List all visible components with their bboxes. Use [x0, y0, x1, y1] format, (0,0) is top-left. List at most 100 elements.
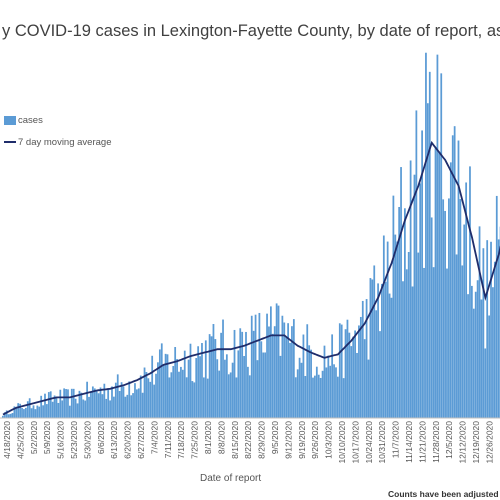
- case-bar: [497, 239, 500, 418]
- case-bar: [379, 331, 381, 418]
- case-bar: [388, 293, 391, 418]
- case-bar: [5, 410, 8, 418]
- x-tick-label: 5/23/2020: [69, 421, 79, 459]
- case-bar: [455, 254, 458, 418]
- case-bar: [61, 400, 64, 418]
- case-bar: [300, 362, 303, 418]
- case-bar: [377, 283, 379, 418]
- case-bar: [114, 382, 117, 418]
- case-bar: [139, 375, 142, 418]
- case-bar: [425, 52, 427, 418]
- case-bar: [227, 374, 230, 418]
- case-bar: [358, 325, 360, 418]
- case-bar: [289, 342, 291, 418]
- case-bar: [421, 130, 423, 418]
- case-bar: [283, 322, 286, 418]
- case-bar: [321, 370, 324, 418]
- case-bar: [120, 382, 123, 418]
- x-tick-label: 1/2/2021: [498, 421, 500, 454]
- case-bar: [224, 359, 226, 418]
- case-bar: [63, 388, 66, 418]
- case-bar: [109, 400, 111, 418]
- x-tick-label: 5/2/2020: [29, 421, 39, 454]
- x-tick-label: 4/25/2020: [15, 421, 25, 459]
- case-bar: [130, 395, 133, 418]
- case-bar: [438, 151, 441, 418]
- case-bar: [88, 396, 90, 418]
- case-bar: [417, 252, 420, 418]
- case-bar: [122, 386, 125, 418]
- case-bar: [44, 393, 46, 418]
- case-bar: [361, 300, 364, 418]
- case-bar: [3, 412, 6, 418]
- case-bar: [203, 377, 205, 418]
- case-bar: [486, 240, 489, 418]
- case-bar: [166, 354, 169, 418]
- case-bar: [116, 374, 119, 418]
- case-bar: [57, 402, 60, 418]
- case-bar: [459, 199, 462, 418]
- case-bar: [208, 334, 211, 418]
- case-bar: [405, 269, 408, 418]
- x-tick-label: 9/12/2020: [283, 421, 293, 459]
- x-tick-label: 10/17/2020: [350, 421, 360, 464]
- case-bar: [390, 297, 393, 418]
- case-bar: [137, 388, 140, 418]
- case-bar: [398, 206, 401, 418]
- case-bar: [65, 389, 67, 418]
- case-bar: [268, 326, 270, 418]
- case-bar: [315, 366, 318, 418]
- case-bar: [359, 316, 362, 418]
- case-bar: [143, 367, 146, 418]
- x-tick-label: 12/5/2020: [444, 421, 454, 459]
- case-bar: [294, 377, 297, 418]
- case-bar: [484, 348, 487, 418]
- x-tick-label: 11/14/2020: [404, 421, 414, 463]
- case-bar: [292, 319, 295, 418]
- case-bar: [243, 356, 245, 418]
- case-bar: [367, 359, 370, 418]
- case-bar: [51, 401, 54, 418]
- case-bar: [84, 400, 87, 418]
- case-bar: [426, 103, 429, 418]
- case-bar: [386, 241, 389, 418]
- case-bar: [218, 370, 221, 418]
- case-bar: [247, 366, 249, 418]
- x-tick-label: 8/29/2020: [257, 421, 267, 459]
- case-bar: [157, 362, 159, 418]
- chart-title-text: y COVID-19 cases in Lexington-Fayette Co…: [2, 22, 500, 40]
- case-bar: [400, 167, 402, 418]
- x-tick-label: 8/22/2020: [243, 421, 253, 459]
- case-bar: [55, 397, 58, 418]
- case-bar: [480, 299, 483, 418]
- case-bar: [23, 409, 25, 418]
- case-bar: [409, 160, 412, 419]
- case-bar: [335, 367, 337, 418]
- x-tick-label: 5/16/2020: [56, 421, 66, 459]
- case-bar: [28, 398, 31, 418]
- case-bar: [428, 71, 431, 418]
- case-bar: [310, 349, 312, 418]
- case-bar: [59, 389, 62, 418]
- case-bar: [279, 355, 282, 418]
- case-bar: [329, 365, 332, 418]
- case-bar: [76, 403, 79, 418]
- x-tick-label: 10/24/2020: [364, 421, 374, 464]
- case-bar: [338, 323, 341, 418]
- x-tick-label: 8/15/2020: [230, 421, 240, 459]
- case-bar: [91, 386, 94, 418]
- case-bar: [384, 281, 387, 418]
- case-bar: [67, 389, 69, 418]
- case-bar: [168, 377, 171, 418]
- x-tick-label: 6/13/2020: [109, 421, 119, 459]
- case-bar: [285, 336, 288, 418]
- case-bar: [107, 388, 110, 418]
- case-bar: [113, 396, 115, 418]
- case-bar: [281, 315, 284, 418]
- case-bar: [465, 182, 468, 418]
- case-bar: [354, 330, 356, 418]
- case-bar: [469, 166, 471, 418]
- case-bar: [13, 406, 16, 418]
- case-bar: [174, 347, 177, 418]
- case-bar: [340, 324, 343, 418]
